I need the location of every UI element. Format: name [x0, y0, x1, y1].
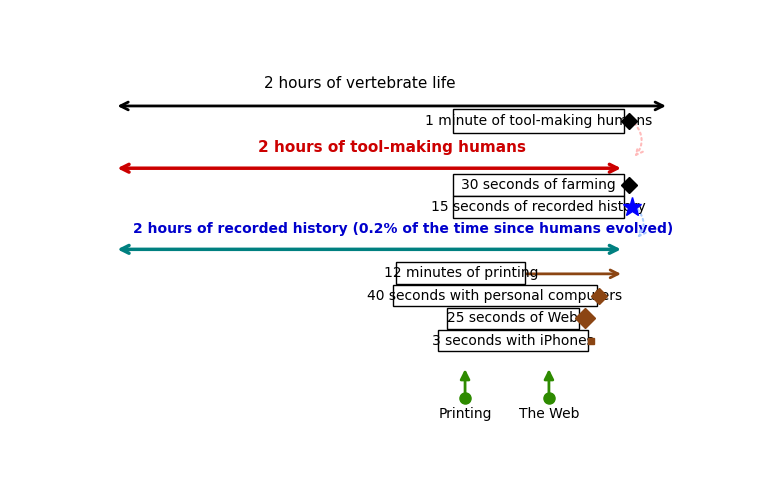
Text: 2 hours of recorded history (0.2% of the time since humans evolved): 2 hours of recorded history (0.2% of the…: [133, 221, 673, 236]
Text: Printing: Printing: [438, 407, 492, 421]
Text: 40 seconds with personal computers: 40 seconds with personal computers: [367, 289, 622, 303]
FancyBboxPatch shape: [454, 196, 624, 218]
Text: 1 minute of tool-making humans: 1 minute of tool-making humans: [425, 114, 652, 128]
Text: 3 seconds with iPhones: 3 seconds with iPhones: [432, 334, 594, 347]
Text: 30 seconds of farming: 30 seconds of farming: [461, 178, 616, 192]
Text: 25 seconds of Web: 25 seconds of Web: [448, 311, 578, 325]
Text: 2 hours of tool-making humans: 2 hours of tool-making humans: [258, 140, 526, 155]
Text: 12 minutes of printing: 12 minutes of printing: [383, 266, 538, 280]
Text: 15 seconds of recorded history: 15 seconds of recorded history: [431, 200, 646, 214]
FancyBboxPatch shape: [397, 262, 526, 284]
Text: The Web: The Web: [519, 407, 579, 421]
FancyBboxPatch shape: [454, 174, 624, 196]
FancyBboxPatch shape: [454, 109, 624, 133]
Text: 2 hours of vertebrate life: 2 hours of vertebrate life: [264, 76, 456, 91]
FancyBboxPatch shape: [393, 285, 597, 307]
FancyBboxPatch shape: [447, 308, 579, 329]
FancyBboxPatch shape: [438, 330, 588, 351]
